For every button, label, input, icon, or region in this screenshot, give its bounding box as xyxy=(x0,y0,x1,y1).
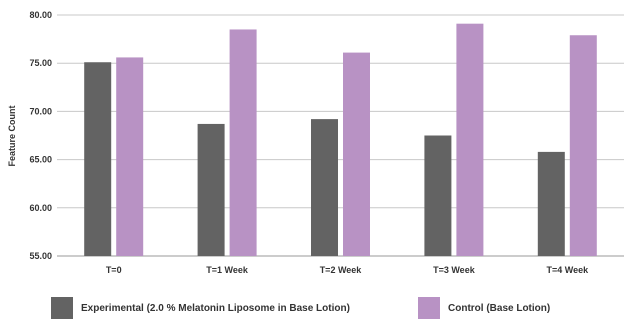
legend-item-control: Control (Base Lotion) xyxy=(418,297,550,319)
y-tick-label: 55.00 xyxy=(29,251,52,261)
legend-swatch-control xyxy=(418,297,440,319)
x-tick-label: T=2 Week xyxy=(320,265,363,275)
x-tick-label: T=4 Week xyxy=(546,265,589,275)
gridlines xyxy=(57,14,624,257)
y-tick-label: 70.00 xyxy=(29,106,52,116)
bar-experimental xyxy=(311,119,338,256)
legend-swatch-experimental xyxy=(51,297,73,319)
y-tick-label: 65.00 xyxy=(29,155,52,165)
legend-label-experimental: Experimental (2.0 % Melatonin Liposome i… xyxy=(81,302,350,314)
y-tick-label: 60.00 xyxy=(29,203,52,213)
bar-control xyxy=(343,52,370,256)
x-tick-label: T=3 Week xyxy=(433,265,476,275)
bar-experimental xyxy=(84,62,112,257)
y-axis-label: Feature Count xyxy=(7,105,17,166)
bar-experimental xyxy=(197,123,225,256)
bar-experimental xyxy=(537,151,565,256)
bar-control xyxy=(569,35,597,256)
bars xyxy=(84,23,597,257)
bar-control xyxy=(229,29,257,257)
x-tick-label: T=1 Week xyxy=(206,265,249,275)
y-tick-label: 75.00 xyxy=(29,58,52,68)
legend-item-experimental: Experimental (2.0 % Melatonin Liposome i… xyxy=(51,297,350,319)
bar-experimental xyxy=(424,135,452,256)
legend-label-control: Control (Base Lotion) xyxy=(448,302,551,314)
x-tick-label: T=0 xyxy=(106,265,122,275)
bar-control xyxy=(116,57,144,256)
bar-control xyxy=(456,23,484,257)
bar-chart: 55.00 60.00 65.00 70.00 75.00 80.00 T=0 T=1 We… xyxy=(7,10,624,275)
y-tick-label: 80.00 xyxy=(29,10,52,20)
x-axis-ticks: T=0 T=1 Week T=2 Week T=3 Week T=4 Week xyxy=(106,265,589,275)
y-axis-ticks: 55.00 60.00 65.00 70.00 75.00 80.00 xyxy=(29,10,52,261)
